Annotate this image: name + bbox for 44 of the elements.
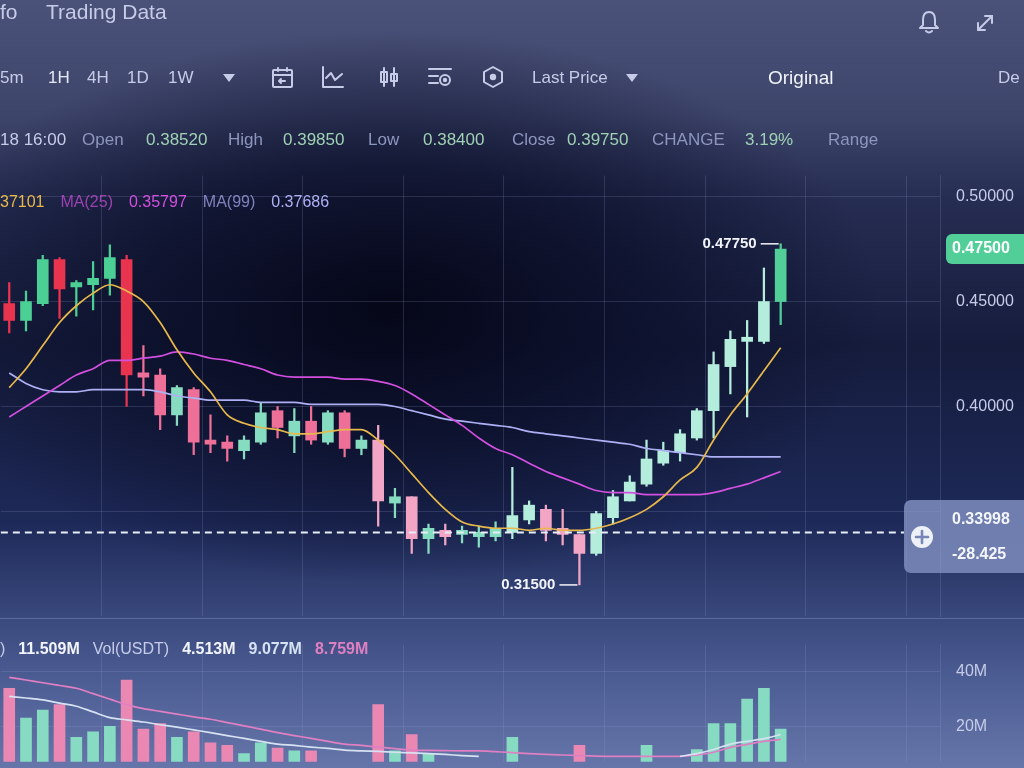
- text: MA(99): [202, 193, 256, 211]
- y-tick-label: 40M: [956, 662, 988, 680]
- text: 0.39750: [567, 130, 629, 150]
- text: Range: [828, 130, 879, 150]
- annotation: 0.35797: [128, 193, 187, 211]
- y-tick-label: 0.40000: [956, 396, 1014, 414]
- annotation: Vol(USDT): [92, 640, 170, 658]
- text: 3.19%: [745, 130, 794, 150]
- y-tick-label: 0.45000: [956, 291, 1014, 309]
- text: -28.425: [952, 544, 1007, 562]
- text: 0.38400: [423, 130, 485, 150]
- y-tick-label: 0.50000: [956, 187, 1014, 204]
- annotation: 9.077M: [248, 640, 302, 658]
- annotation: 37101: [0, 193, 45, 211]
- annotation: 0.31500: [501, 575, 556, 593]
- text: Last Price: [532, 68, 608, 88]
- text: fo: [0, 0, 18, 24]
- annotation: 8.759M: [314, 640, 369, 658]
- text: Original: [768, 67, 834, 89]
- text: 4H: [87, 68, 109, 88]
- text: CHANGE: [652, 130, 725, 150]
- annotation: 0.37686: [271, 193, 330, 211]
- text: Open: [82, 130, 124, 150]
- text: 0.38520: [146, 130, 208, 150]
- annotation: 11.509M: [18, 640, 80, 658]
- text: 18 16:00: [0, 130, 67, 150]
- text: 1W: [168, 68, 194, 88]
- annotation: ): [0, 640, 6, 658]
- annotation: 4.513M: [182, 640, 236, 658]
- chart-title: Trading Data: [46, 0, 167, 24]
- y-tick-label: 20M: [956, 716, 988, 734]
- text: MA(25): [60, 193, 113, 211]
- text: 0.33998: [952, 509, 1010, 527]
- text: 0.39850: [283, 130, 345, 150]
- text: 0.47500: [952, 239, 1010, 257]
- text: Close: [512, 130, 556, 150]
- text: Low: [368, 130, 400, 150]
- text: High: [228, 130, 263, 150]
- text: 1D: [127, 68, 149, 88]
- text: De: [998, 68, 1020, 88]
- line-series: [8, 676, 782, 758]
- text: 1H: [48, 68, 70, 88]
- annotation: 0.47750: [702, 233, 757, 251]
- text: 5m: [0, 68, 24, 88]
